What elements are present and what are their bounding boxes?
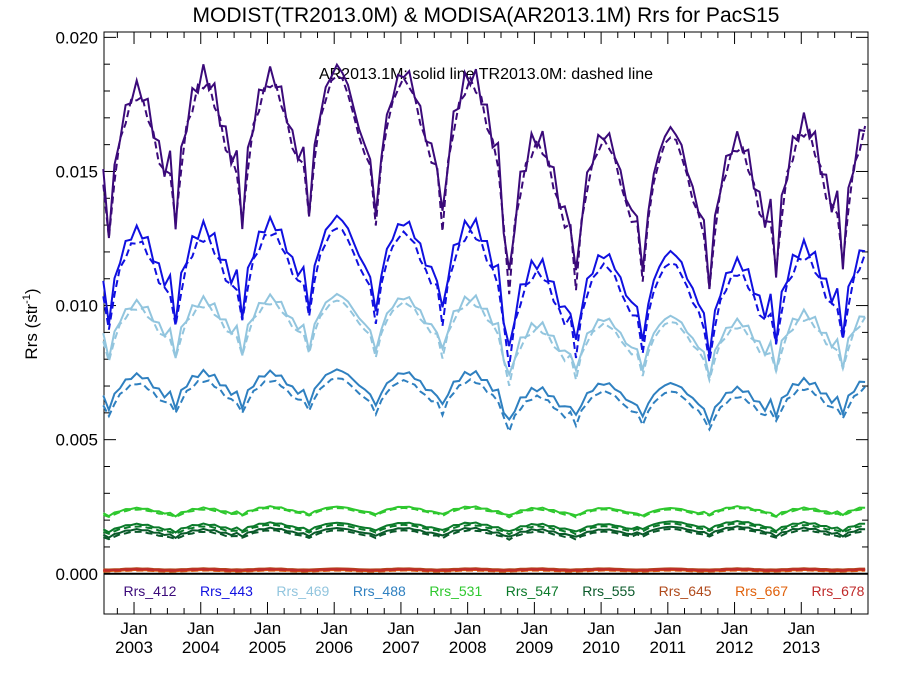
legend-entry-Rrs_547: Rrs_547 bbox=[506, 583, 559, 599]
x-tick-year: 2012 bbox=[716, 638, 754, 657]
series-Rrs_469-ar2013-solid bbox=[102, 292, 866, 379]
legend-entry-Rrs_667: Rrs_667 bbox=[735, 583, 788, 599]
series-Rrs_412-ar2013-solid bbox=[102, 62, 866, 290]
series-Rrs_443-tr2013-dashed bbox=[102, 227, 867, 368]
x-tick-year: 2010 bbox=[582, 638, 620, 657]
x-tick-year: 2011 bbox=[650, 638, 687, 657]
x-tick-month: Jan bbox=[120, 619, 147, 638]
legend-entry-Rrs_555: Rrs_555 bbox=[582, 583, 635, 599]
series-Rrs_488-tr2013-dashed bbox=[102, 377, 866, 435]
series-Rrs_678-ar2013-solid bbox=[103, 568, 866, 572]
legend-entry-Rrs_488: Rrs_488 bbox=[353, 583, 406, 599]
series-Rrs_547-ar2013-solid bbox=[102, 519, 866, 534]
x-tick-year: 2008 bbox=[449, 638, 487, 657]
y-tick-label: 0.015 bbox=[55, 162, 98, 181]
y-axis-ticks: 0.000 0.005 0.010 0.015 0.020 bbox=[55, 28, 868, 584]
plot-frame bbox=[103, 31, 869, 615]
x-tick-month: Jan bbox=[521, 619, 548, 638]
x-tick-year: 2007 bbox=[382, 638, 420, 657]
x-tick-month: Jan bbox=[788, 619, 815, 638]
x-tick-month: Jan bbox=[454, 619, 481, 638]
x-tick-year: 2013 bbox=[782, 638, 820, 657]
y-tick-label: 0.005 bbox=[55, 431, 98, 450]
x-tick-year: 2005 bbox=[249, 638, 287, 657]
y-tick-label: 0.010 bbox=[55, 297, 98, 316]
legend-entry-Rrs_412: Rrs_412 bbox=[124, 583, 177, 599]
x-tick-month: Jan bbox=[254, 619, 281, 638]
x-tick-year: 2006 bbox=[315, 638, 353, 657]
series-Rrs_531-ar2013-solid bbox=[102, 505, 866, 518]
y-tick-label: 0.020 bbox=[55, 28, 98, 47]
x-tick-month: Jan bbox=[721, 619, 748, 638]
x-tick-month: Jan bbox=[320, 619, 347, 638]
legend: Rrs_412 Rrs_443 Rrs_469 Rrs_488 Rrs_531 Rrs_5… bbox=[124, 583, 865, 599]
chart-title: MODIST(TR2013.0M) & MODISA(AR2013.1M) Rr… bbox=[193, 4, 780, 27]
x-tick-month: Jan bbox=[587, 619, 614, 638]
legend-entry-Rrs_531: Rrs_531 bbox=[429, 583, 482, 599]
x-axis-ticks: Jan2003Jan2004Jan2005Jan2006Jan2007Jan20… bbox=[115, 32, 852, 657]
x-tick-month: Jan bbox=[654, 619, 681, 638]
series-Rrs_555-ar2013-solid bbox=[102, 525, 866, 540]
series-Rrs_443-ar2013-solid bbox=[102, 214, 866, 357]
x-tick-year: 2004 bbox=[182, 638, 220, 657]
series-Rrs_412-tr2013-dashed bbox=[102, 74, 867, 295]
line-style-annotation: AR2013.1M: solid line TR2013.0M: dashed … bbox=[319, 66, 653, 83]
x-tick-month: Jan bbox=[187, 619, 214, 638]
legend-entry-Rrs_443: Rrs_443 bbox=[200, 583, 253, 599]
x-tick-year: 2009 bbox=[515, 638, 553, 657]
legend-entry-Rrs_645: Rrs_645 bbox=[659, 583, 712, 599]
x-tick-month: Jan bbox=[387, 619, 414, 638]
y-axis-label: Rrs (str-1) bbox=[21, 288, 41, 359]
y-tick-label: 0.000 bbox=[55, 565, 98, 584]
x-tick-year: 2003 bbox=[115, 638, 153, 657]
legend-entry-Rrs_469: Rrs_469 bbox=[276, 583, 329, 599]
series-lines bbox=[102, 62, 867, 573]
series-Rrs_488-ar2013-solid bbox=[102, 368, 866, 427]
legend-entry-Rrs_678: Rrs_678 bbox=[812, 583, 865, 599]
